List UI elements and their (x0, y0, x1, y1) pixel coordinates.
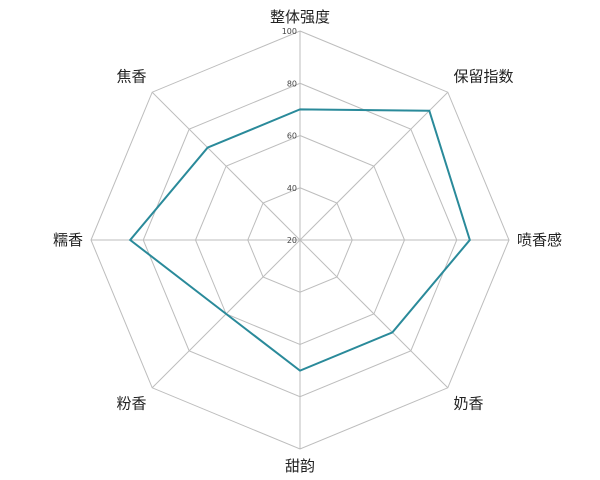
radar-tick-labels: 20 40 60 80 100 (282, 27, 297, 245)
axis-label: 糯香 (53, 231, 83, 249)
spoke (299, 91, 449, 241)
radar-series (128, 108, 471, 372)
axis-label: 整体强度 (270, 8, 330, 26)
axis-label: 奶香 (453, 394, 483, 412)
axis-label: 保留指数 (453, 68, 513, 86)
axis-label: 喷香感 (517, 231, 562, 249)
spoke (151, 91, 301, 241)
radar-spokes (91, 31, 509, 449)
tick-label: 100 (282, 27, 297, 36)
tick-label: 60 (287, 132, 297, 141)
tick-label: 40 (287, 184, 297, 193)
axis-label: 甜韵 (285, 457, 315, 475)
tick-label: 80 (287, 79, 297, 88)
axis-label: 粉香 (117, 394, 147, 412)
axis-label: 焦香 (117, 68, 147, 86)
spoke (299, 239, 449, 389)
tick-label: 20 (287, 236, 297, 245)
